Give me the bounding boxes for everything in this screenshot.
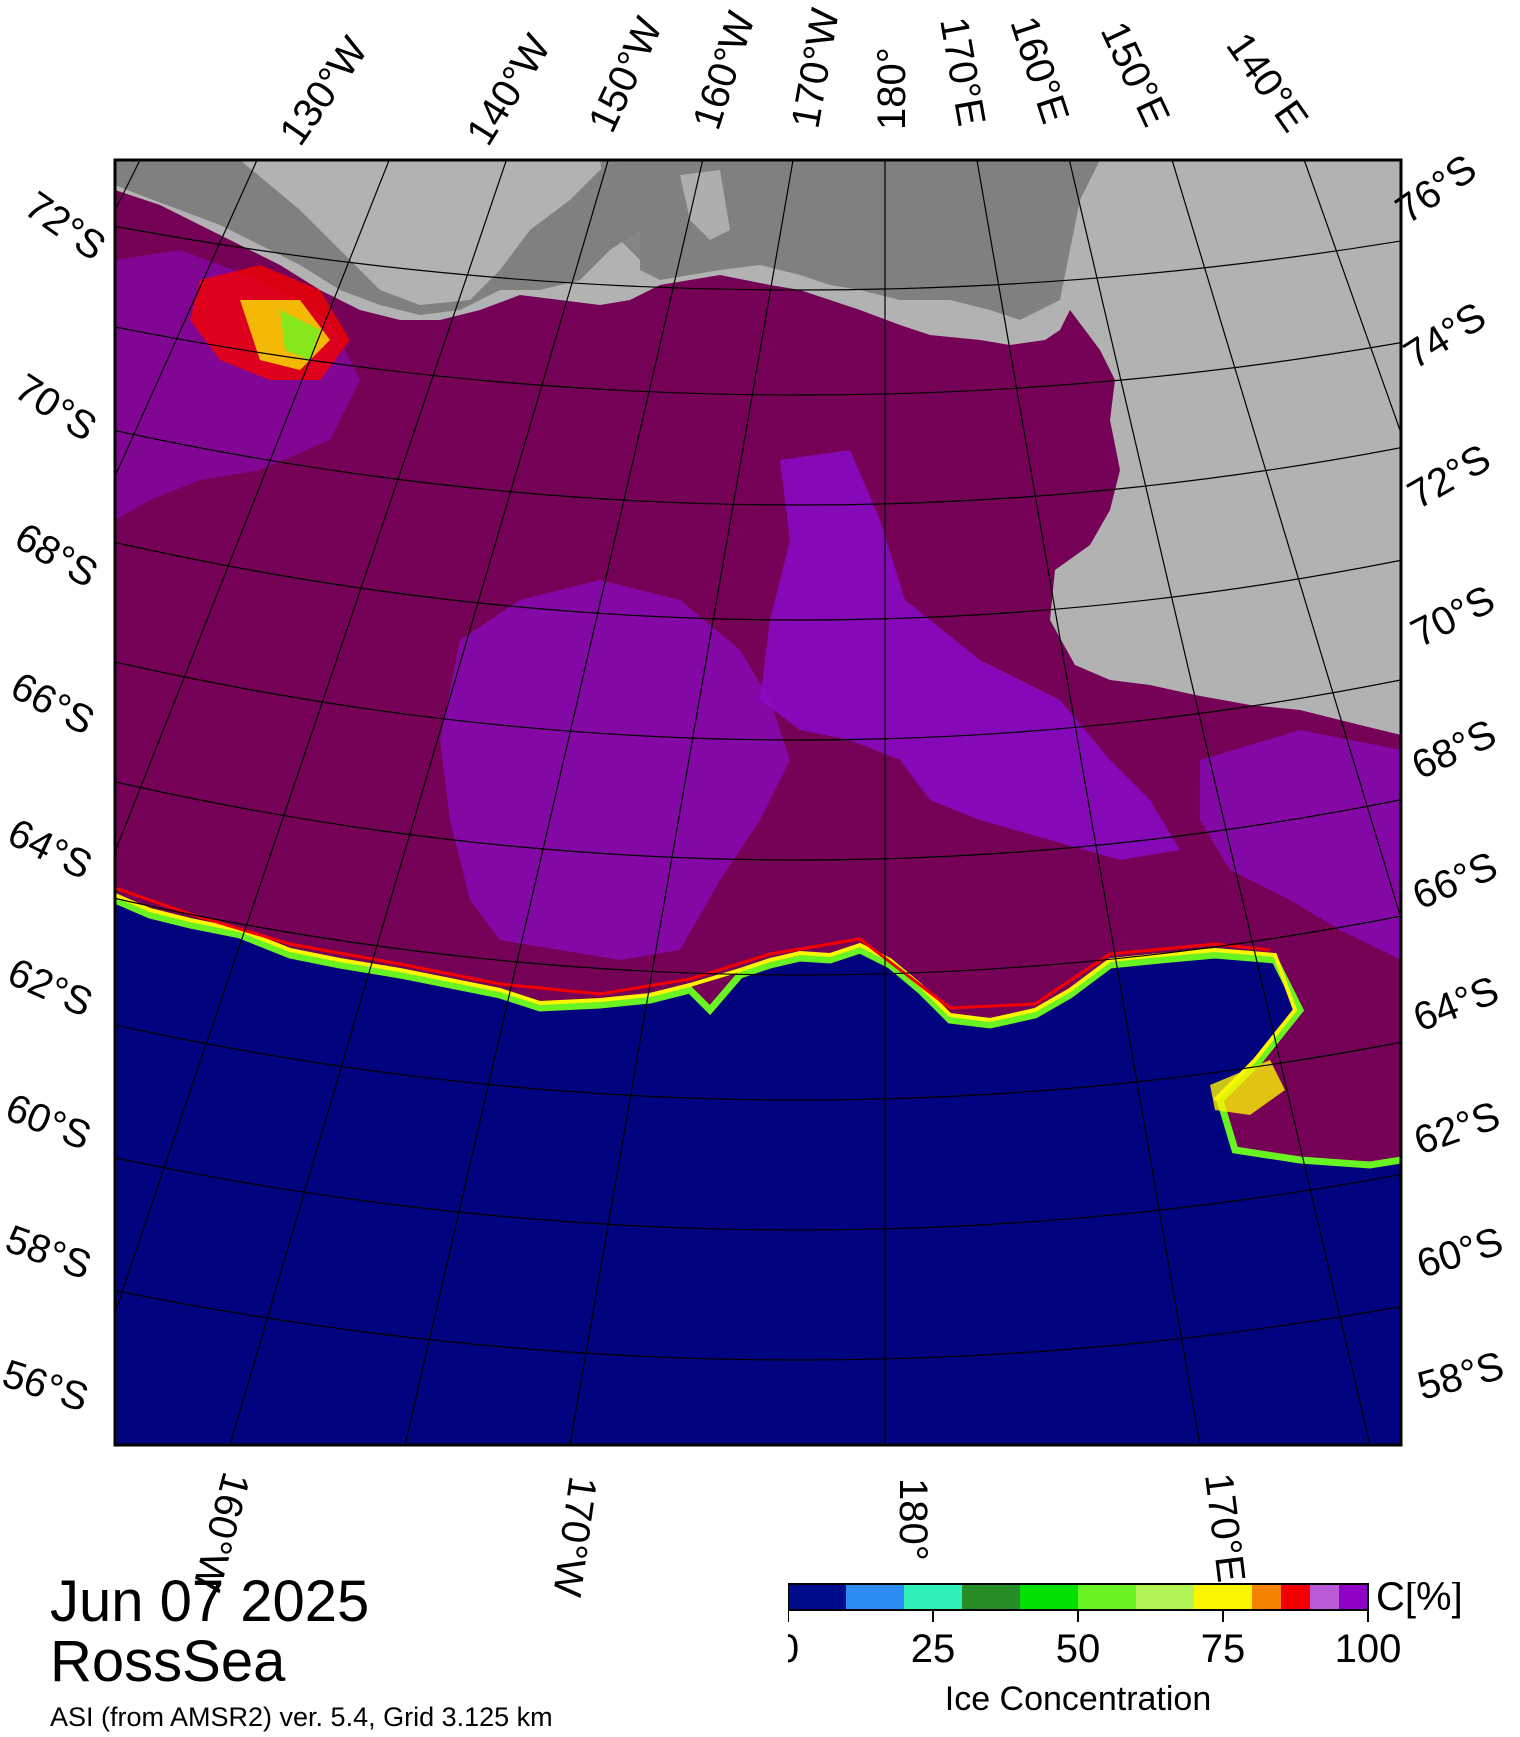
ice-edge-band (115, 893, 1298, 1102)
colorbar-unit: C[%] (1376, 1582, 1463, 1619)
dark-land (115, 160, 1100, 320)
lon-label-top: 140°W (458, 27, 559, 153)
lat-label-right: 66°S (1406, 844, 1503, 919)
lon-label-top: 180° (870, 47, 914, 130)
colorbar-swatch (1078, 1584, 1136, 1610)
colorbar-swatch (1020, 1584, 1078, 1610)
longitude-lines (115, 160, 1401, 1445)
ice-mid-zone (440, 580, 790, 960)
lat-label-right: 70°S (1404, 577, 1502, 656)
lat-label-right: 62°S (1409, 1094, 1506, 1164)
colorbar-swatch (1252, 1584, 1281, 1610)
colorbar-swatch (1194, 1584, 1252, 1610)
lat-label-left: 70°S (7, 366, 104, 450)
lat-label-left: 68°S (8, 515, 105, 597)
lat-label-left: 58°S (0, 1217, 97, 1288)
colorbar-swatch (1281, 1584, 1310, 1610)
map-date: Jun 07 2025 (50, 1569, 370, 1634)
colorbar-tick: 25 (911, 1627, 956, 1671)
lat-label-left: 62°S (1, 950, 99, 1026)
latitude-lines (115, 225, 1401, 1361)
colorbar-swatch (1310, 1584, 1339, 1610)
lat-label-left: 66°S (4, 664, 102, 744)
colorbar-tick: 75 (1201, 1627, 1246, 1671)
low-ice-patch (280, 310, 320, 360)
colorbar-title: Ice Concentration (945, 1680, 1212, 1718)
lat-label-right: 60°S (1412, 1219, 1508, 1287)
colorbar-tick: 100 (1335, 1627, 1402, 1671)
map-region: RossSea (50, 1629, 286, 1694)
lon-label-top: 130°W (271, 29, 376, 153)
colorbar-legend: C[%] 0 25 50 75 100 Ice Concentration (788, 1582, 1463, 1718)
colorbar-swatch (1136, 1584, 1194, 1610)
lon-label-top: 170°E (931, 14, 993, 129)
colorbar-swatch (788, 1584, 846, 1610)
lon-label-top: 160°W (685, 6, 764, 134)
sea-ice-pack (115, 160, 1401, 1165)
ice-edge-band (115, 886, 1271, 1010)
lon-label-top: 140°E (1218, 25, 1317, 140)
lat-label-right: 58°S (1413, 1344, 1509, 1409)
ice-mid-zone (760, 450, 1180, 860)
colorbar-swatch (962, 1584, 1020, 1610)
colorbar-swatch (1339, 1584, 1368, 1610)
colorbar-swatches (788, 1584, 1368, 1610)
lat-label-right: 64°S (1407, 968, 1504, 1040)
lat-label-left: 56°S (0, 1352, 94, 1421)
map-frame (113, 158, 1403, 1447)
lat-label-right: 68°S (1405, 711, 1503, 788)
colorbar-tick: 0 (788, 1627, 799, 1671)
dark-land (680, 170, 730, 240)
lon-label-top: 170°W (784, 5, 848, 132)
lat-label-left: 72°S (17, 183, 114, 269)
low-ice-patch (1210, 1060, 1285, 1115)
lon-label-top: 150°E (1092, 15, 1178, 133)
ice-mid-zone (1200, 730, 1401, 960)
lat-label-right: 74°S (1396, 294, 1493, 378)
lon-label-top: 150°W (580, 11, 671, 139)
colorbar-swatch (846, 1584, 904, 1610)
lon-label-bottom: 170°W (544, 1474, 604, 1600)
dark-land (600, 160, 680, 260)
lon-label-bottom: 180° (891, 1478, 935, 1561)
data-source: ASI (from AMSR2) ver. 5.4, Grid 3.125 km (50, 1702, 553, 1732)
colorbar-swatch (904, 1584, 962, 1610)
lat-label-left: 60°S (0, 1086, 97, 1159)
lat-label-left: 64°S (1, 811, 99, 889)
lon-label-bottom: 170°E (1196, 1471, 1253, 1585)
lon-label-top: 160°E (1001, 11, 1077, 129)
colorbar-tick: 50 (1056, 1627, 1101, 1671)
lat-label-right: 72°S (1401, 436, 1498, 518)
ice-edge-band (115, 896, 1401, 1169)
